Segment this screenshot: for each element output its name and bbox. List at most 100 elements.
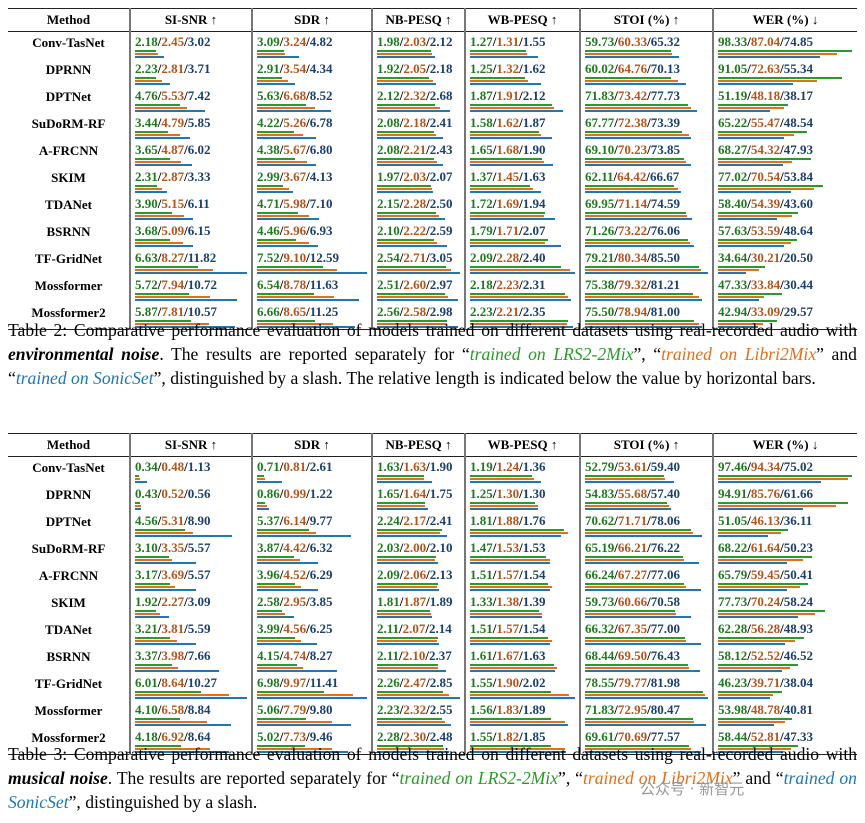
- cell-values: 1.87/1.91/2.12: [470, 86, 579, 103]
- cell: 4.22/5.26/6.78: [251, 113, 372, 140]
- cell: 98.33/87.04/74.85: [712, 31, 857, 59]
- value: 1.45: [496, 169, 520, 184]
- separator: /: [157, 567, 162, 582]
- value: 2.08: [377, 115, 400, 130]
- cell-values: 2.26/2.47/2.85: [377, 673, 464, 690]
- bar: [718, 184, 823, 187]
- separator: /: [306, 486, 310, 501]
- bar: [470, 588, 551, 591]
- separator: /: [747, 250, 751, 265]
- separator: /: [184, 513, 188, 528]
- bar: [585, 106, 691, 109]
- separator: /: [492, 196, 497, 211]
- bar: [470, 555, 547, 558]
- separator: /: [647, 621, 651, 636]
- cell: 2.26/2.47/2.85: [371, 673, 465, 700]
- cell-values: 42.94/33.09/29.57: [718, 302, 857, 319]
- bar: [257, 133, 303, 136]
- cell: 1.63/1.63/1.90: [371, 456, 465, 484]
- cell-bars: [135, 474, 251, 483]
- value: 81.98: [650, 675, 680, 690]
- cell-bars: [585, 609, 712, 618]
- value: 3.99: [257, 621, 280, 636]
- value: 2.28: [403, 196, 427, 211]
- cell: 2.31/2.87/3.33: [129, 167, 252, 194]
- bar: [377, 507, 428, 510]
- bar: [470, 160, 544, 163]
- value: 59.73: [585, 594, 615, 609]
- separator: /: [747, 142, 751, 157]
- bar: [718, 76, 843, 79]
- column-header: Method: [8, 8, 130, 32]
- value: 75.38: [585, 277, 615, 292]
- cell-values: 4.56/5.31/8.90: [135, 511, 251, 528]
- bar: [257, 612, 286, 615]
- cell-bars: [718, 528, 857, 537]
- cell-values: 1.98/2.03/2.12: [377, 32, 464, 49]
- bar: [585, 750, 702, 753]
- value: 2.06: [403, 567, 427, 582]
- value: 3.02: [187, 34, 211, 49]
- separator: /: [614, 459, 618, 474]
- bar: [257, 723, 352, 726]
- value: 1.85: [522, 729, 546, 744]
- value: 1.88: [496, 513, 520, 528]
- separator: /: [614, 540, 618, 555]
- cell: 5.87/7.81/10.57: [129, 302, 252, 330]
- cell: 1.92/2.27/3.09: [129, 592, 252, 619]
- value: 11.82: [187, 250, 217, 265]
- bar: [135, 238, 170, 241]
- value: 2.15: [377, 196, 400, 211]
- value: 2.60: [403, 277, 427, 292]
- bar: [718, 52, 837, 55]
- cell: 34.64/30.21/20.50: [712, 248, 857, 275]
- cell: 2.11/2.10/2.37: [371, 646, 465, 673]
- value: 71.83: [585, 88, 615, 103]
- cell: 97.46/94.34/75.02: [712, 456, 857, 484]
- cell-values: 4.15/4.74/8.27: [257, 646, 371, 663]
- cell-values: 4.18/6.92/8.64: [135, 727, 251, 744]
- separator: /: [399, 567, 404, 582]
- value: 5.57: [187, 567, 211, 582]
- value: 1.36: [522, 459, 546, 474]
- cell-bars: [470, 609, 579, 618]
- bar: [257, 639, 301, 642]
- bar: [585, 507, 672, 510]
- bar: [585, 531, 693, 534]
- cell-values: 69.10/70.23/73.85: [585, 140, 712, 157]
- bar: [585, 298, 702, 301]
- cell-bars: [718, 744, 857, 753]
- bar: [257, 298, 359, 301]
- value: 2.47: [403, 675, 427, 690]
- cell-bars: [585, 636, 712, 645]
- cell: 70.62/71.71/78.06: [579, 511, 713, 538]
- cell-values: 1.19/1.24/1.36: [470, 457, 579, 474]
- bar: [377, 160, 438, 163]
- separator: /: [157, 486, 162, 501]
- bar: [585, 82, 686, 85]
- separator: /: [747, 567, 751, 582]
- cell-values: 2.15/2.28/2.50: [377, 194, 464, 211]
- cell-values: 0.71/0.81/2.61: [257, 457, 371, 474]
- separator: /: [614, 277, 618, 292]
- bar: [585, 534, 703, 537]
- value: 4.15: [257, 648, 280, 663]
- separator: /: [426, 459, 430, 474]
- bar: [470, 750, 567, 753]
- cell-values: 5.63/6.68/8.52: [257, 86, 371, 103]
- table-row: SuDoRM-RF 3.44/4.79/5.85 4.22/5.26/6.78 2.0…: [8, 113, 857, 140]
- cell-values: 54.83/55.68/57.40: [585, 484, 712, 501]
- separator: /: [426, 486, 430, 501]
- value: 10.27: [187, 675, 217, 690]
- bar: [257, 555, 295, 558]
- value: 1.22: [309, 486, 333, 501]
- value: 78.55: [585, 675, 615, 690]
- value: 2.02: [522, 675, 546, 690]
- cell: 3.90/5.15/6.11: [129, 194, 252, 221]
- watermark: 公众号 · 新智元: [640, 780, 745, 798]
- bar: [718, 507, 803, 510]
- value: 8.65: [283, 304, 307, 319]
- cell-bars: [257, 184, 371, 193]
- cell: 4.46/5.96/6.93: [251, 221, 372, 248]
- value: 2.91: [257, 61, 280, 76]
